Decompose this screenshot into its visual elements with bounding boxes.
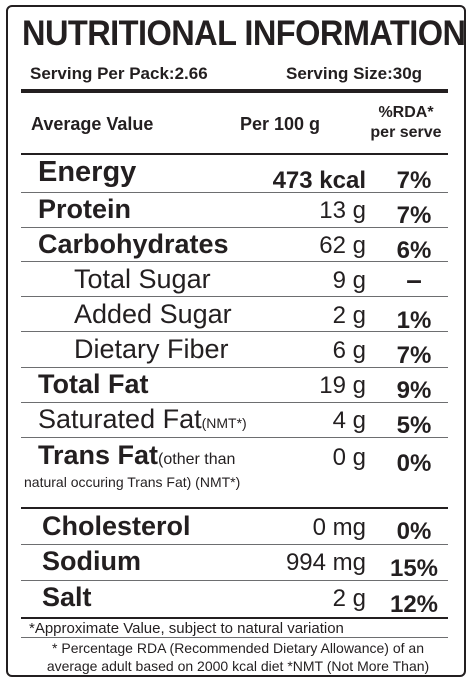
row-saturated-fat-amount: 4 g [332,407,366,434]
footer-divider [21,617,448,619]
row-total-fat-name: Total Fat [38,369,149,399]
row-added-sugar-amount: 2 g [332,302,366,329]
row-saturated-fat-rda: 5% [396,412,432,439]
row-divider [21,261,448,262]
header-divider [21,89,448,93]
row-divider [21,227,448,228]
row-protein-amount: 13 g [319,197,366,224]
serving-per-pack: Serving Per Pack:2.66 [30,64,208,83]
row-total-fat-amount: 19 g [319,372,366,399]
row-total-sugar-amount: 9 g [332,267,366,294]
row-energy-rda: 7% [396,167,432,194]
row-added-sugar-rda: 1% [396,307,432,334]
row-salt-amount: 2 g [332,585,366,612]
table-top-rule [21,153,448,155]
row-saturated-fat-name: Saturated Fat [38,404,202,434]
row-divider [21,331,448,332]
row-energy-name: Energy [38,156,137,188]
row-divider [21,296,448,297]
row-cholesterol-amount: 0 mg [312,514,366,541]
footnote-approximate: *Approximate Value, subject to natural v… [29,620,344,637]
row-total-fat-rda: 9% [396,377,432,404]
section-divider [21,507,448,509]
row-sodium-amount: 994 mg [285,549,366,576]
header-per-100g: Per 100 g [240,114,321,134]
row-salt-name: Salt [42,582,92,612]
row-divider [21,192,448,193]
serving-size: Serving Size:30g [286,64,423,83]
row-dietary-fiber-rda: 7% [396,342,432,369]
row-sodium-name: Sodium [42,546,141,576]
row-carbohydrates-amount: 62 g [319,232,366,259]
row-divider [21,437,448,438]
header-rda: %RDA* per serve [366,103,446,143]
row-trans-fat-amount: 0 g [332,444,366,471]
label-title: NUTRITIONAL INFORMATION [22,14,466,53]
row-carbohydrates-rda: 6% [396,237,432,264]
row-trans-fat-rda: 0% [396,450,432,477]
row-saturated-fat: Saturated Fat(NMT*) [38,404,247,435]
row-saturated-fat-note: (NMT*) [201,415,247,431]
row-cholesterol-name: Cholesterol [42,511,191,541]
row-divider [21,367,448,368]
row-divider [21,580,448,581]
header-average-value: Average Value [31,114,154,134]
header-rda-line2: per serve [370,124,442,141]
row-divider [21,402,448,403]
row-divider [21,544,448,545]
row-cholesterol-rda: 0% [396,518,432,545]
row-salt-rda: 12% [389,591,439,618]
row-total-sugar-rda: – [406,264,422,295]
row-total-sugar-name: Total Sugar [74,264,211,294]
row-added-sugar-name: Added Sugar [74,299,232,329]
footnote-rda-line2: average adult based on 2000 kcal diet *N… [46,658,430,674]
row-energy-amount: 473 kcal [272,167,366,194]
row-trans-fat-note: (other than [158,451,236,468]
nutrition-label-border [6,5,466,677]
row-protein-name: Protein [38,194,132,224]
header-rda-line1: %RDA* [378,104,434,121]
row-trans-fat-name: Trans Fat [38,440,159,470]
footnote-rda: * Percentage RDA (Recommended Dietary Al… [15,639,461,675]
row-carbohydrates-name: Carbohydrates [38,229,229,259]
row-sodium-rda: 15% [389,555,439,582]
row-protein-rda: 7% [396,202,432,229]
footnote-rda-line1: * Percentage RDA (Recommended Dietary Al… [52,640,424,656]
footnote-divider [21,637,448,638]
row-trans-fat: Trans Fat(other than [38,440,235,471]
row-trans-fat-note2: natural occuring Trans Fat) (NMT*) [24,474,241,490]
row-dietary-fiber-name: Dietary Fiber [74,334,229,364]
row-dietary-fiber-amount: 6 g [332,337,366,364]
